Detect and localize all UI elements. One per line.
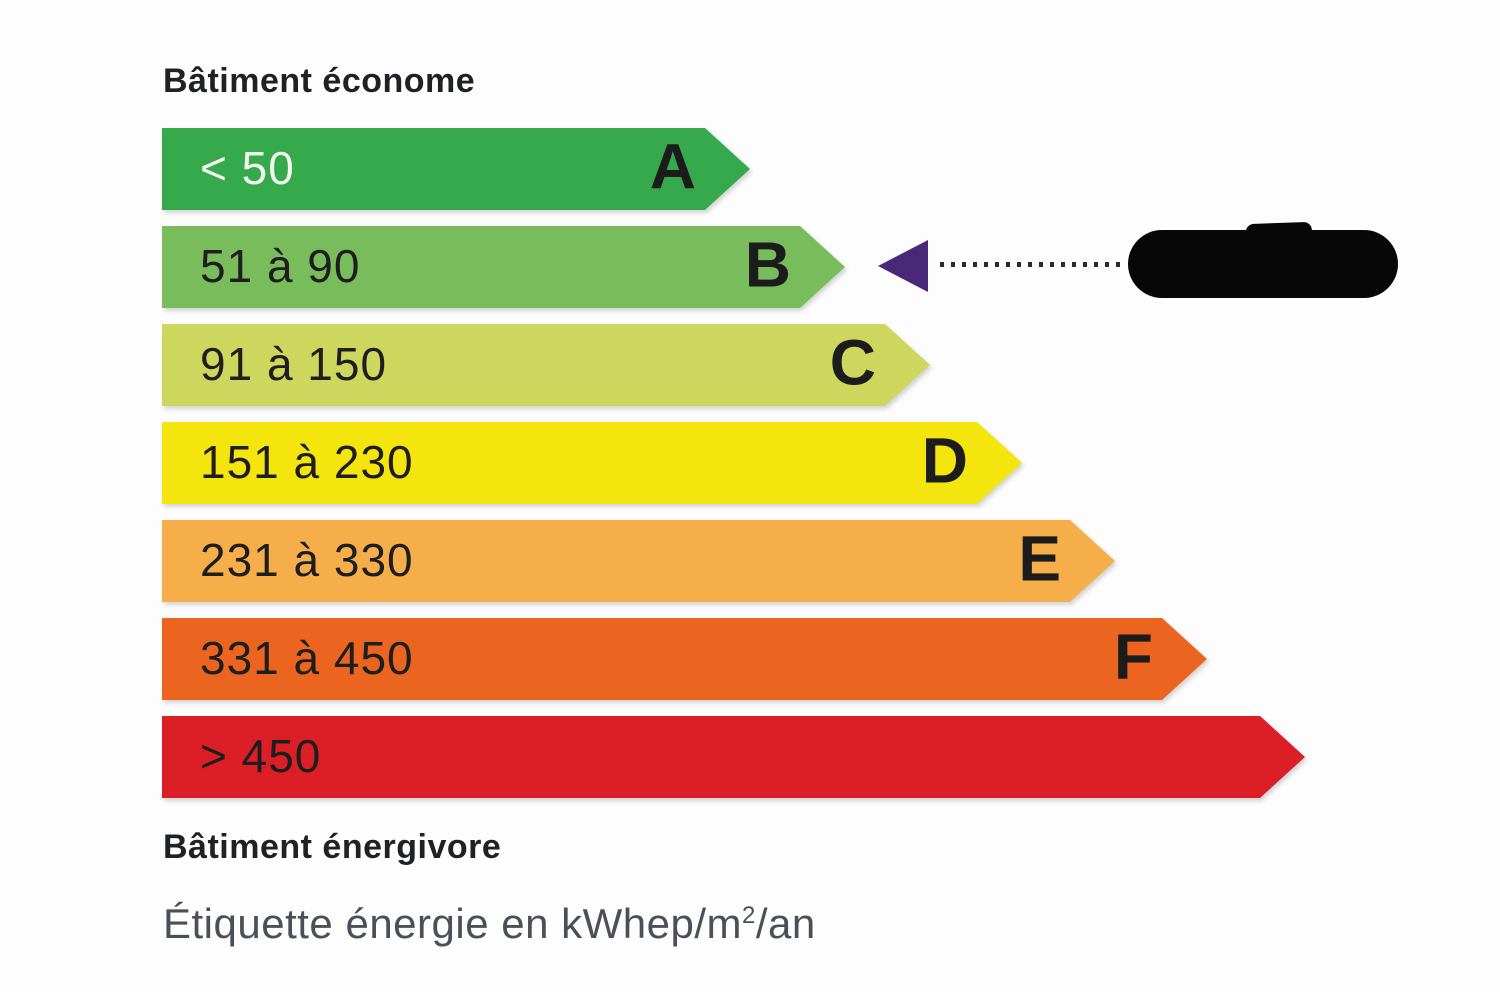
redacted-value-blob-bump <box>1245 221 1313 247</box>
energy-range-label: > 450 <box>200 729 322 782</box>
energy-bar-D: 151 à 230 D <box>162 422 1022 504</box>
energy-bar-shape <box>162 226 845 308</box>
redacted-value-blob <box>1128 221 1398 298</box>
caption-suffix: /an <box>755 900 816 947</box>
scale-bottom-label: Bâtiment énergivore <box>163 828 502 866</box>
energy-bar-A: < 50 A <box>162 128 750 210</box>
energy-bar-F: 331 à 450 F <box>162 618 1207 700</box>
energy-bar-shape <box>162 520 1115 602</box>
energy-class-letter: D <box>921 424 968 497</box>
energy-bar-shape <box>162 324 930 406</box>
energy-scale: < 50 A 51 à 90 B 91 à 150 C 151 à 230 D … <box>162 128 1305 798</box>
caption-prefix: Étiquette énergie en kWhep/m <box>163 900 742 947</box>
energy-bar-G: > 450 <box>162 716 1305 798</box>
energy-class-letter: E <box>1018 522 1061 595</box>
caption: Étiquette énergie en kWhep/m2/an <box>163 900 816 948</box>
dotted-leader-line <box>940 262 1126 267</box>
energy-bar-B: 51 à 90 B <box>162 226 845 308</box>
energy-range-label: 331 à 450 <box>200 631 414 684</box>
energy-range-label: 151 à 230 <box>200 435 414 488</box>
energy-range-label: 91 à 150 <box>200 337 388 390</box>
energy-bar-shape <box>162 716 1305 798</box>
energy-bar-E: 231 à 330 E <box>162 520 1115 602</box>
energy-range-label: 51 à 90 <box>200 239 361 292</box>
energy-class-letter: B <box>744 228 791 301</box>
energy-bar-shape <box>162 422 1022 504</box>
energy-bar-shape <box>162 128 750 210</box>
energy-class-letter: F <box>1113 620 1153 693</box>
energy-class-letter: A <box>649 130 696 203</box>
energy-range-label: < 50 <box>200 141 295 194</box>
energy-bar-C: 91 à 150 C <box>162 324 930 406</box>
energy-range-label: 231 à 330 <box>200 533 414 586</box>
energy-bar-shape <box>162 618 1207 700</box>
scale-top-label: Bâtiment économe <box>163 62 476 100</box>
caption-superscript: 2 <box>742 902 756 929</box>
energy-class-letter: C <box>829 326 876 399</box>
